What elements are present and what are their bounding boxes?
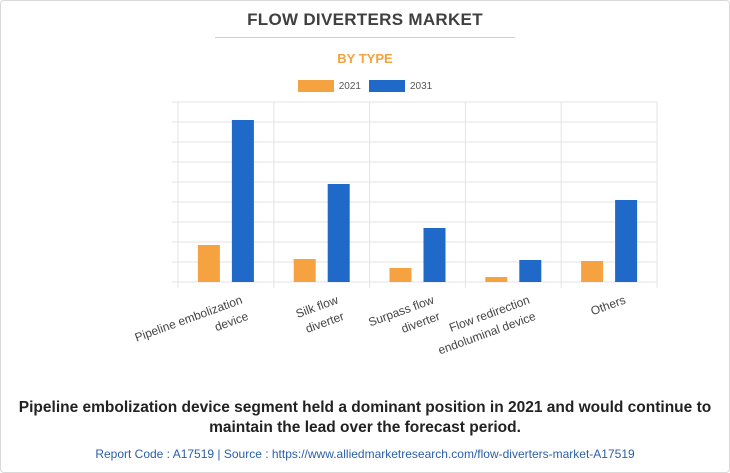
legend: 2021 2031 [0,80,730,92]
bar-2021-3[interactable] [389,268,412,282]
legend-item-2031[interactable]: 2031 [369,80,432,92]
bar-chart-plot: Pipeline embolizationdevice Silk flowdive… [133,101,658,361]
bar-2021-2[interactable] [293,259,316,282]
x-tick-label-line: Others [589,293,628,318]
legend-label-2031: 2031 [410,80,433,92]
legend-label-2021: 2021 [338,80,361,92]
x-tick-label-5: Others [589,293,628,318]
legend-swatch-2031 [369,80,405,92]
bar-2031-4[interactable] [519,260,542,282]
bar-2031-1[interactable] [231,120,254,282]
bar-2021-4[interactable] [485,277,508,282]
bar-2021-1[interactable] [197,245,220,282]
bar-2031-2[interactable] [327,184,350,282]
bar-2021-5[interactable] [581,261,604,282]
x-tick-label-4: Flow redirectionendoluminal device [430,293,538,358]
chart-title: FLOW DIVERTERS MARKET [247,10,483,29]
chart-subtitle: BY TYPE [337,51,393,66]
legend-swatch-2021 [297,80,334,92]
bar-2031-5[interactable] [615,200,638,282]
x-tick-label-3: Surpass flowdiverter [366,293,442,346]
chart-caption: Pipeline embolization device segment hel… [18,399,712,436]
legend-item-2021[interactable]: 2021 [297,80,361,92]
x-tick-label-2: Silk flowdiverter [294,293,346,338]
title-divider [215,37,515,38]
x-tick-label-1: Pipeline embolizationdevice [133,293,251,361]
bar-2031-3[interactable] [423,228,446,282]
report-source-footer[interactable]: Report Code : A17519 | Source : https://… [95,447,635,461]
